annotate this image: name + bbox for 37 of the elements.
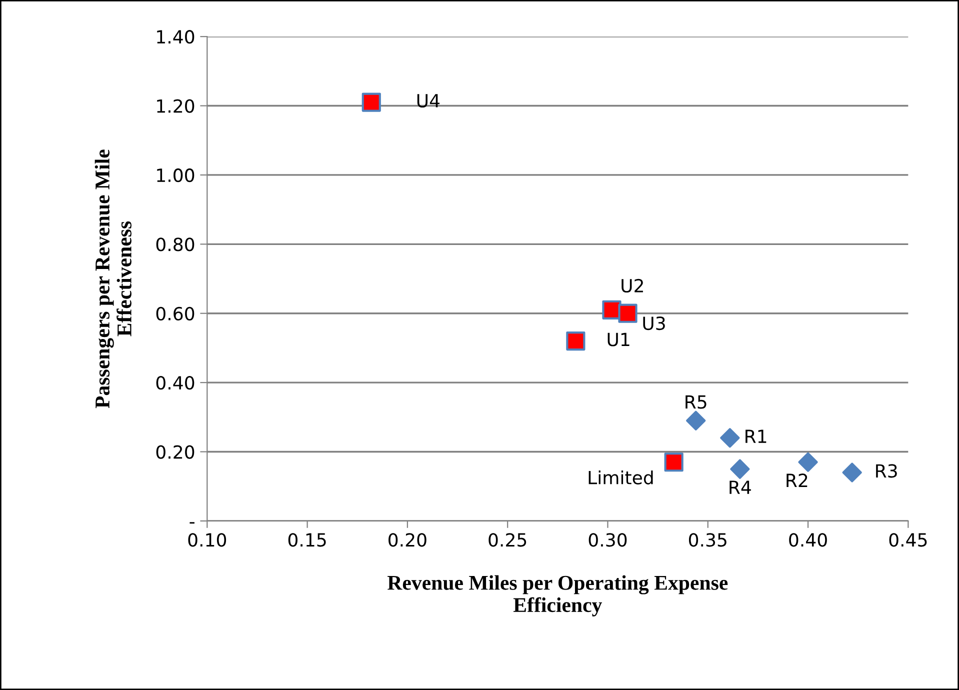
annotation: U3 [643, 316, 665, 330]
y-tick-label: 0.40 [156, 376, 194, 390]
point [730, 459, 750, 479]
x-tick-label: 0.15 [288, 533, 326, 547]
point [842, 462, 862, 482]
y-tick-label: 1.00 [157, 168, 194, 182]
x-tick-label: 0.20 [388, 533, 426, 547]
point [798, 452, 818, 472]
annotation: U2 [622, 278, 643, 293]
y-tick-label: 1.40 [157, 30, 194, 44]
annotation: R2 [786, 474, 808, 487]
point [664, 452, 684, 472]
x-axis-title: Revenue Miles per Operating Expense Efficiency [387, 575, 728, 616]
point [618, 304, 638, 323]
point [686, 410, 706, 430]
x-tick-label: 0.25 [488, 533, 526, 547]
point [720, 428, 740, 448]
annotation: R1 [746, 430, 766, 443]
annotation: Limited [588, 470, 653, 484]
y-tick-label: 0.80 [156, 238, 194, 252]
x-tick-label: 0.45 [889, 533, 927, 547]
point [566, 331, 586, 351]
annotation: U4 [417, 94, 440, 108]
x-tick-label: 0.35 [688, 533, 726, 547]
annotation: U1 [608, 332, 630, 346]
y-axis-title: Passengers per Revenue Mile Effectiveness [94, 150, 132, 408]
annotation: R3 [876, 464, 897, 478]
annotation: R5 [686, 395, 706, 409]
x-tick-label: 0.40 [789, 533, 827, 547]
point [362, 92, 381, 112]
x-tick-label: 0.10 [188, 533, 226, 547]
y-tick-label: 0.20 [156, 445, 194, 459]
x-tick-label: 0.30 [588, 533, 627, 547]
y-tick-label: 0.60 [156, 306, 194, 320]
annotation: R4 [730, 480, 751, 494]
y-tick-label: 1.20 [157, 99, 194, 113]
y-tick-label: - [190, 522, 194, 524]
